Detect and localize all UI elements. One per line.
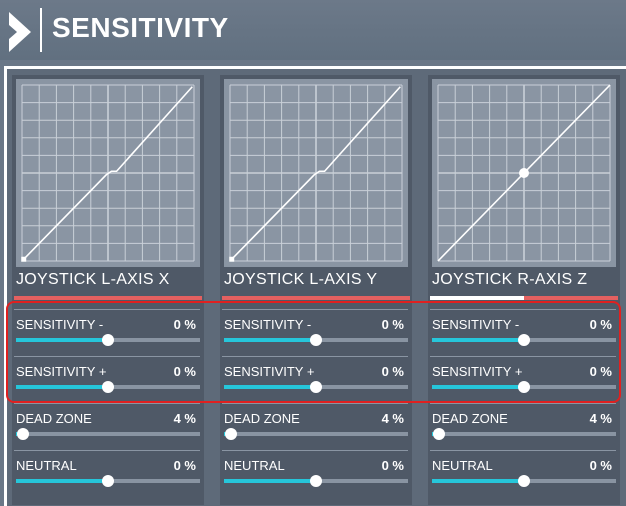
setting-label: SENSITIVITY +	[16, 364, 107, 379]
setting-slider[interactable]	[432, 381, 616, 393]
setting-label: SENSITIVITY +	[224, 364, 315, 379]
response-curve-graph	[432, 79, 616, 267]
row-divider	[222, 356, 408, 357]
slider-fill	[224, 338, 316, 342]
setting-label: SENSITIVITY -	[432, 317, 520, 332]
slider-knob[interactable]	[310, 381, 322, 393]
setting-slider[interactable]	[16, 475, 200, 487]
row-divider	[222, 403, 408, 404]
setting-value: 4 %	[173, 411, 196, 426]
axis-position-bar	[14, 296, 202, 300]
setting-value: 0 %	[589, 458, 612, 473]
setting-slider[interactable]	[16, 428, 200, 440]
slider-knob[interactable]	[102, 381, 114, 393]
axis-position-fill	[430, 296, 524, 300]
slider-fill	[16, 479, 108, 483]
response-curve-graph	[224, 79, 408, 267]
slider-fill	[432, 338, 524, 342]
header: SENSITIVITY	[0, 0, 626, 60]
setting-value: 0 %	[381, 458, 404, 473]
slider-fill	[224, 385, 316, 389]
setting-slider[interactable]	[432, 475, 616, 487]
setting-value: 0 %	[173, 458, 196, 473]
setting-label: SENSITIVITY -	[16, 317, 104, 332]
setting-row: SENSITIVITY - 0 %	[12, 309, 204, 351]
chevron-right-icon[interactable]	[9, 12, 31, 52]
response-curve-graph	[16, 79, 200, 267]
row-divider	[222, 450, 408, 451]
row-divider	[430, 403, 616, 404]
setting-label: NEUTRAL	[224, 458, 285, 473]
axis-label: JOYSTICK L-AXIS Y	[224, 271, 378, 288]
setting-label: DEAD ZONE	[432, 411, 508, 426]
setting-value: 4 %	[381, 411, 404, 426]
row-divider	[222, 309, 408, 310]
setting-label: SENSITIVITY -	[224, 317, 312, 332]
row-divider	[14, 309, 200, 310]
slider-knob[interactable]	[310, 475, 322, 487]
slider-fill	[432, 385, 524, 389]
setting-slider[interactable]	[432, 428, 616, 440]
setting-label: DEAD ZONE	[16, 411, 92, 426]
row-divider	[430, 309, 616, 310]
axis-position-bar	[430, 296, 618, 300]
axis-label: JOYSTICK R-AXIS Z	[432, 271, 588, 288]
setting-slider[interactable]	[224, 381, 408, 393]
setting-row: DEAD ZONE 4 %	[12, 403, 204, 445]
setting-row: NEUTRAL 0 %	[12, 450, 204, 492]
slider-knob[interactable]	[433, 428, 446, 440]
setting-row: SENSITIVITY - 0 %	[220, 309, 412, 351]
setting-value: 0 %	[589, 317, 612, 332]
setting-value: 0 %	[381, 364, 404, 379]
setting-row: NEUTRAL 0 %	[220, 450, 412, 492]
setting-slider[interactable]	[224, 334, 408, 346]
setting-value: 0 %	[173, 364, 196, 379]
slider-fill	[224, 479, 316, 483]
row-divider	[430, 356, 616, 357]
setting-value: 4 %	[589, 411, 612, 426]
setting-slider[interactable]	[224, 475, 408, 487]
setting-label: NEUTRAL	[16, 458, 77, 473]
setting-row: DEAD ZONE 4 %	[428, 403, 620, 445]
slider-knob[interactable]	[310, 334, 322, 346]
slider-knob[interactable]	[102, 475, 114, 487]
page-title: SENSITIVITY	[52, 12, 229, 43]
slider-knob[interactable]	[225, 428, 238, 440]
slider-fill	[16, 385, 108, 389]
row-divider	[430, 450, 616, 451]
header-divider	[40, 8, 42, 52]
setting-row: SENSITIVITY - 0 %	[428, 309, 620, 351]
setting-row: SENSITIVITY + 0 %	[220, 356, 412, 398]
axis-label: JOYSTICK L-AXIS X	[16, 271, 170, 288]
setting-value: 0 %	[589, 364, 612, 379]
setting-slider[interactable]	[16, 334, 200, 346]
slider-fill	[432, 479, 524, 483]
setting-value: 0 %	[381, 317, 404, 332]
setting-row: DEAD ZONE 4 %	[220, 403, 412, 445]
slider-fill	[16, 338, 108, 342]
row-divider	[14, 356, 200, 357]
setting-slider[interactable]	[224, 428, 408, 440]
setting-value: 0 %	[173, 317, 196, 332]
axis-position-bar	[222, 296, 410, 300]
slider-knob[interactable]	[17, 428, 30, 440]
row-divider	[14, 403, 200, 404]
setting-row: NEUTRAL 0 %	[428, 450, 620, 492]
slider-knob[interactable]	[518, 381, 530, 393]
slider-knob[interactable]	[518, 475, 530, 487]
setting-row: SENSITIVITY + 0 %	[428, 356, 620, 398]
setting-slider[interactable]	[16, 381, 200, 393]
setting-label: NEUTRAL	[432, 458, 493, 473]
slider-knob[interactable]	[102, 334, 114, 346]
setting-label: SENSITIVITY +	[432, 364, 523, 379]
setting-label: DEAD ZONE	[224, 411, 300, 426]
row-divider	[14, 450, 200, 451]
setting-slider[interactable]	[432, 334, 616, 346]
setting-row: SENSITIVITY + 0 %	[12, 356, 204, 398]
slider-knob[interactable]	[518, 334, 530, 346]
